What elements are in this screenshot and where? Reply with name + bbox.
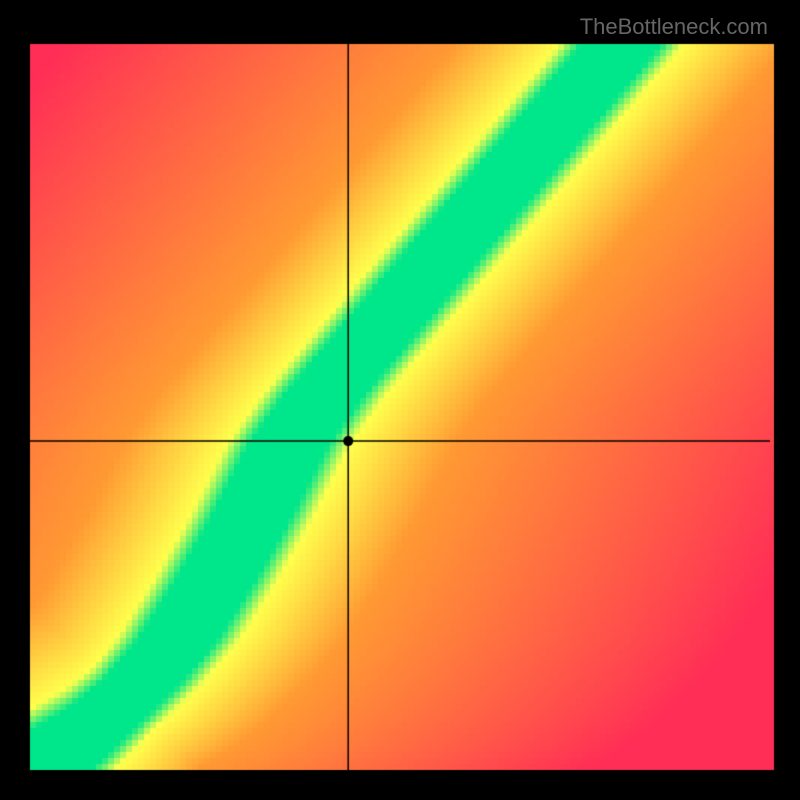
chart-container: TheBottleneck.com	[0, 0, 800, 800]
watermark-text: TheBottleneck.com	[580, 14, 768, 40]
bottleneck-heatmap	[0, 0, 800, 800]
